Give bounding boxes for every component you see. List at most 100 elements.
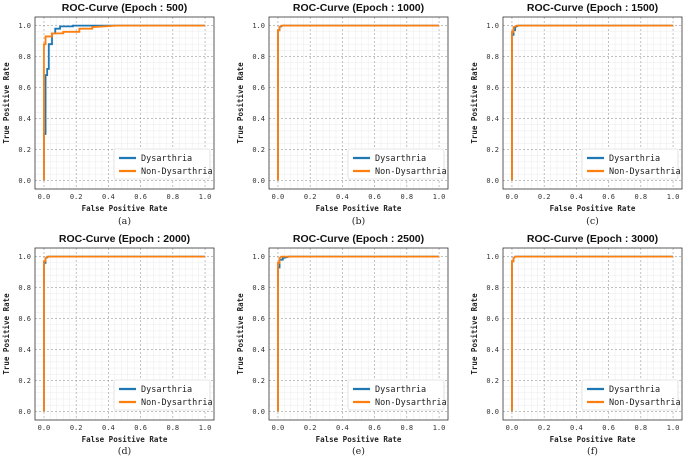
x-tick-label: 0.8 [167, 424, 180, 432]
legend-label: Non-Dysarthria [609, 167, 681, 177]
legend-box [347, 379, 445, 411]
panel-title: ROC-Curve (Epoch : 500) [62, 2, 187, 14]
y-tick-label: 0.0 [486, 408, 499, 416]
x-axis-label: False Positive Rate [550, 204, 636, 213]
x-tick-label: 1.0 [433, 424, 446, 432]
plot-frame [34, 247, 215, 421]
y-tick-label: 0.8 [252, 53, 265, 61]
y-tick-label: 0.2 [18, 146, 31, 154]
y-tick-label: 0.8 [486, 284, 499, 292]
x-tick-label: 0.0 [272, 193, 285, 201]
y-tick-label: 0.4 [486, 346, 499, 354]
y-axis-label: True Positive Rate [470, 293, 479, 375]
x-tick-label: 0.6 [134, 424, 147, 432]
y-tick-label: 0.2 [486, 146, 499, 154]
roc-panel-f: ROC-Curve (Epoch : 3000) 0.0 0.0 0.2 0.2 0.4 0… [470, 233, 683, 457]
legend-box [113, 379, 211, 411]
plot-frame [268, 16, 449, 190]
panel-caption: (c) [586, 216, 599, 227]
legend-box [581, 379, 679, 411]
y-tick-label: 1.0 [18, 22, 31, 30]
x-tick-label: 0.4 [570, 424, 583, 432]
x-tick-label: 1.0 [199, 424, 212, 432]
legend-box [347, 148, 445, 180]
y-axis-label: True Positive Rate [236, 62, 245, 144]
legend-label: Non-Dysarthria [141, 167, 213, 177]
x-tick-label: 0.2 [538, 193, 551, 201]
y-tick-label: 1.0 [486, 253, 499, 261]
x-axis-label: False Positive Rate [316, 435, 402, 444]
y-tick-label: 0.2 [18, 377, 31, 385]
x-tick-label: 0.0 [272, 424, 285, 432]
y-tick-label: 0.6 [486, 315, 499, 323]
x-axis-label: False Positive Rate [82, 204, 168, 213]
x-tick-label: 1.0 [433, 193, 446, 201]
y-tick-label: 0.0 [252, 408, 265, 416]
legend-box [113, 148, 211, 180]
panel-caption: (a) [118, 216, 131, 227]
x-tick-label: 0.0 [506, 424, 519, 432]
x-tick-label: 0.4 [336, 193, 349, 201]
x-tick-label: 0.8 [635, 193, 648, 201]
x-tick-label: 0.0 [38, 193, 51, 201]
legend-label: Dysarthria [375, 385, 426, 395]
x-tick-label: 0.2 [304, 424, 317, 432]
panel-title: ROC-Curve (Epoch : 1000) [293, 2, 424, 14]
plot-frame [502, 16, 683, 190]
y-axis-label: True Positive Rate [2, 293, 11, 375]
x-axis-label: False Positive Rate [316, 204, 402, 213]
x-tick-label: 0.2 [304, 193, 317, 201]
y-tick-label: 0.4 [486, 115, 499, 123]
y-tick-label: 0.2 [486, 377, 499, 385]
panel-caption: (d) [118, 446, 132, 457]
x-tick-label: 0.6 [602, 193, 615, 201]
roc-panel-b: ROC-Curve (Epoch : 1000) 0.0 0.0 0.2 0.2 0.4 0… [236, 2, 449, 227]
legend-label: Dysarthria [375, 154, 426, 164]
plot-frame [502, 247, 683, 421]
y-tick-label: 0.8 [18, 53, 31, 61]
x-tick-label: 1.0 [667, 193, 680, 201]
legend-label: Non-Dysarthria [375, 167, 447, 177]
x-tick-label: 1.0 [199, 193, 212, 201]
y-axis-label: True Positive Rate [236, 293, 245, 375]
legend-label: Dysarthria [609, 154, 660, 164]
y-axis-label: True Positive Rate [2, 62, 11, 144]
x-tick-label: 0.6 [368, 424, 381, 432]
x-axis-label: False Positive Rate [550, 435, 636, 444]
series-line-non-dysarthria [511, 24, 674, 181]
panel-title: ROC-Curve (Epoch : 1500) [527, 2, 658, 14]
y-tick-label: 0.4 [252, 346, 265, 354]
legend-label: Dysarthria [609, 385, 660, 395]
y-axis-label: True Positive Rate [470, 62, 479, 144]
y-tick-label: 0.2 [252, 146, 265, 154]
y-tick-label: 1.0 [486, 22, 499, 30]
panel-caption: (f) [587, 446, 598, 457]
roc-panel-e: ROC-Curve (Epoch : 2500) 0.0 0.0 0.2 0.2 0.4 0… [236, 233, 449, 457]
panel-caption: (b) [352, 216, 366, 227]
legend-label: Non-Dysarthria [609, 398, 681, 408]
x-tick-label: 0.6 [368, 193, 381, 201]
x-tick-label: 0.4 [336, 424, 349, 432]
x-tick-label: 0.8 [401, 424, 414, 432]
plot-frame [34, 16, 215, 190]
roc-panel-d: ROC-Curve (Epoch : 2000) 0.0 0.0 0.2 0.2 0.4 0… [2, 233, 215, 457]
y-tick-label: 0.6 [486, 84, 499, 92]
x-tick-label: 0.2 [70, 424, 83, 432]
y-tick-label: 0.0 [252, 177, 265, 185]
panel-title: ROC-Curve (Epoch : 2500) [293, 233, 424, 245]
y-tick-label: 0.8 [252, 284, 265, 292]
legend-box [581, 148, 679, 180]
x-tick-label: 0.0 [506, 193, 519, 201]
panel-caption: (e) [352, 446, 365, 457]
legend-label: Non-Dysarthria [375, 398, 447, 408]
legend-label: Dysarthria [141, 154, 192, 164]
x-tick-label: 0.4 [570, 193, 583, 201]
y-tick-label: 0.0 [18, 408, 31, 416]
y-tick-label: 0.0 [18, 177, 31, 185]
y-tick-label: 0.4 [18, 346, 31, 354]
y-tick-label: 0.0 [486, 177, 499, 185]
x-tick-label: 0.0 [38, 424, 51, 432]
y-tick-label: 0.6 [252, 84, 265, 92]
series-line-dysarthria [43, 24, 206, 181]
